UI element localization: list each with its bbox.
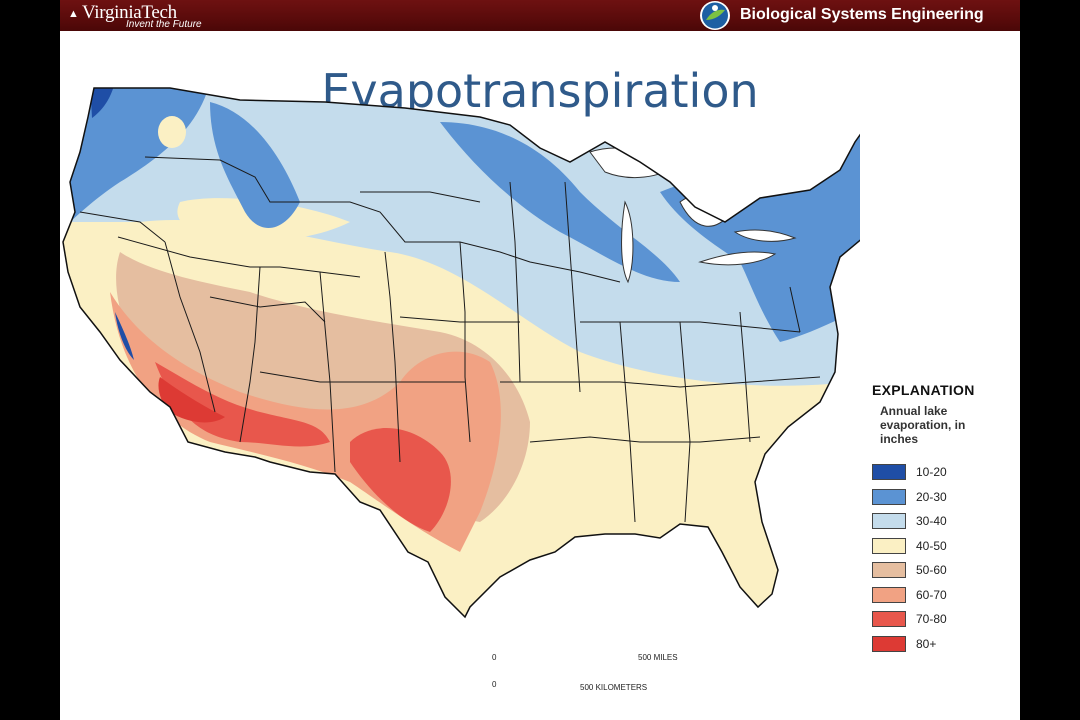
legend-item: 80+ (872, 632, 1012, 657)
svg-text:D: D (795, 581, 804, 595)
legend-item: 70-80 (872, 607, 1012, 632)
legend-swatch (872, 537, 906, 554)
header-banner: ▲ VirginiaTech Invent the Future Biologi… (60, 0, 1020, 31)
us-evaporation-map: D (62, 87, 860, 618)
legend-label: 10-20 (916, 465, 947, 480)
legend-item: 20-30 (872, 485, 1012, 510)
scale-zero-bottom: 0 (492, 680, 497, 689)
university-tagline: Invent the Future (126, 19, 202, 30)
legend-swatch (872, 586, 906, 603)
map-legend: EXPLANATION Annual lake evaporation, in … (872, 382, 1012, 656)
slide: ▲ VirginiaTech Invent the Future Biologi… (60, 0, 1020, 720)
legend-item: 10-20 (872, 460, 1012, 485)
legend-swatch (872, 488, 906, 505)
scale-kilometers-label: 500 KILOMETERS (580, 683, 647, 692)
vt-emblem-icon: ▲ (68, 8, 79, 20)
legend-label: 50-60 (916, 563, 947, 578)
legend-swatch (872, 635, 906, 652)
legend-label: 40-50 (916, 538, 947, 553)
legend-item: 30-40 (872, 509, 1012, 534)
university-name: VirginiaTech (82, 2, 177, 23)
legend-label: 60-70 (916, 587, 947, 602)
legend-label: 30-40 (916, 514, 947, 529)
legend-label: 70-80 (916, 612, 947, 627)
legend-swatch (872, 513, 906, 530)
legend-item: 50-60 (872, 558, 1012, 583)
legend-swatch (872, 611, 906, 628)
legend-item: 60-70 (872, 583, 1012, 608)
legend-swatch (872, 464, 906, 481)
scale-miles-label: 500 MILES (638, 653, 678, 662)
leaf-globe-icon (700, 1, 730, 30)
legend-label: 20-30 (916, 489, 947, 504)
legend-subtitle: Annual lake evaporation, in inches (880, 404, 966, 446)
legend-label: 80+ (916, 636, 937, 651)
department-name: Biological Systems Engineering (740, 6, 984, 23)
legend-title: EXPLANATION (872, 382, 975, 398)
legend-swatch (872, 562, 906, 579)
legend-item: 40-50 (872, 534, 1012, 559)
scale-zero-top: 0 (492, 653, 497, 662)
legend-list: 10-20 20-30 30-40 40-50 50-60 60-70 70-80 80+ (872, 460, 1012, 656)
